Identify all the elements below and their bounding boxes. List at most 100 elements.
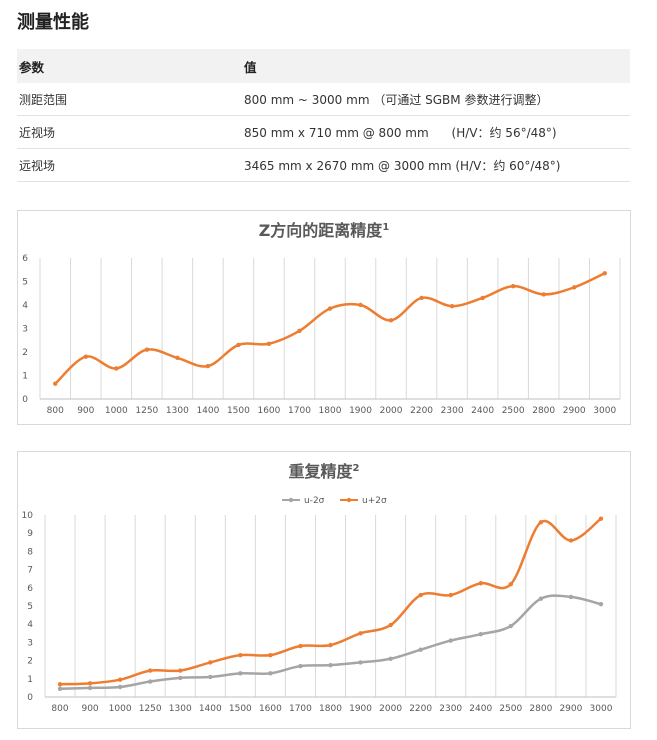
data-point <box>449 303 455 309</box>
data-point <box>388 318 394 323</box>
data-point <box>208 674 213 680</box>
table-row: 远视场 3465 mm x 2670 mm @ 3000 mm (H/V：约 6… <box>17 148 630 182</box>
data-point <box>418 647 423 652</box>
legend-label: u-2σ <box>304 496 325 506</box>
x-tick-label: 1800 <box>319 406 342 416</box>
x-tick-label: 2800 <box>529 704 552 714</box>
x-tick-label: 1600 <box>259 704 282 714</box>
data-point <box>117 684 123 690</box>
table-cell-value: 3465 mm x 2670 mm @ 3000 mm (H/V：约 60°/4… <box>244 148 630 182</box>
data-point <box>538 520 544 525</box>
x-tick-label: 1000 <box>105 406 128 416</box>
data-point <box>602 271 607 276</box>
data-point <box>57 682 63 687</box>
data-point <box>480 295 485 301</box>
table-cell-param: 测距范围 <box>17 83 244 116</box>
table-row: 测距范围 800 mm ~ 3000 mm （可通过 SGBM 参数进行调整） <box>17 83 630 116</box>
data-point <box>541 292 546 297</box>
data-point <box>538 596 544 601</box>
x-tick-label: 2300 <box>439 704 462 714</box>
x-tick-label: 1400 <box>196 406 219 416</box>
data-point <box>147 668 153 673</box>
data-point <box>57 686 63 692</box>
x-tick-label: 1900 <box>349 406 372 416</box>
y-tick-label: 3 <box>27 638 33 648</box>
x-tick-label: 800 <box>51 704 68 714</box>
y-tick-label: 0 <box>27 693 33 703</box>
x-tick-label: 2500 <box>499 704 522 714</box>
table-cell-param: 近视场 <box>17 115 244 149</box>
x-tick-label: 1400 <box>199 704 222 714</box>
y-tick-label: 6 <box>27 584 33 594</box>
x-tick-label: 900 <box>77 406 94 416</box>
data-point <box>87 681 93 686</box>
data-point <box>448 638 453 643</box>
y-tick-label: 1 <box>22 372 28 382</box>
data-point <box>418 592 423 598</box>
data-point <box>568 538 574 543</box>
data-point <box>175 355 180 361</box>
data-point <box>238 652 243 658</box>
data-point <box>328 642 333 648</box>
x-tick-label: 2300 <box>441 406 464 416</box>
x-tick-label: 1500 <box>227 406 250 416</box>
x-tick-label: 1900 <box>349 704 372 714</box>
y-tick-label: 2 <box>27 657 33 667</box>
x-tick-label: 3000 <box>593 406 616 416</box>
data-point <box>53 381 58 386</box>
data-point <box>508 581 514 587</box>
z-accuracy-chart-svg: Z方向的距离精度1 0 1 2 3 4 5 6 800 900 1000 1250 1300 1400 1… <box>22 221 621 416</box>
y-tick-label: 10 <box>22 511 34 521</box>
table-header-row: 参数 值 <box>17 49 630 83</box>
data-point <box>328 662 333 668</box>
y-tick-label: 9 <box>27 529 33 539</box>
x-tick-label: 2500 <box>502 406 525 416</box>
data-point <box>478 632 483 637</box>
data-point <box>83 354 88 359</box>
y-tick-label: 1 <box>27 675 33 685</box>
data-point <box>178 675 183 681</box>
data-point <box>572 285 577 290</box>
legend-label: u+2σ <box>362 496 387 506</box>
x-tick-label: 900 <box>81 704 98 714</box>
data-point <box>144 347 150 352</box>
data-point <box>298 643 303 649</box>
repeatability-chart: 重复精度2 0 1 2 3 4 5 6 7 8 9 10 800 900 1000 1250 1300 1400… <box>17 451 631 729</box>
series-line <box>58 594 603 691</box>
table-cell-param: 远视场 <box>17 148 244 182</box>
x-tick-label: 1800 <box>319 704 342 714</box>
x-tick-label: 1300 <box>166 406 189 416</box>
data-point <box>114 366 119 371</box>
x-tick-label: 1600 <box>257 406 280 416</box>
data-point <box>208 660 213 665</box>
y-tick-label: 3 <box>22 325 28 335</box>
data-point <box>358 631 363 636</box>
chart-title: Z方向的距离精度1 <box>259 221 390 240</box>
x-tick-label: 2200 <box>409 704 432 714</box>
x-tick-label: 2900 <box>559 704 582 714</box>
data-point <box>205 363 211 369</box>
y-tick-label: 0 <box>22 395 28 405</box>
y-tick-label: 2 <box>22 348 28 358</box>
spec-table: 参数 值 测距范围 800 mm ~ 3000 mm （可通过 SGBM 参数进… <box>17 49 630 182</box>
z-accuracy-chart: Z方向的距离精度1 0 1 2 3 4 5 6 800 900 1000 1250 1300 1400 1… <box>17 210 631 425</box>
legend-marker <box>346 497 352 503</box>
chart-title: 重复精度2 <box>289 462 360 481</box>
data-point <box>238 671 243 676</box>
x-tick-label: 2400 <box>471 406 494 416</box>
data-point <box>117 677 123 682</box>
repeatability-chart-svg: 重复精度2 0 1 2 3 4 5 6 7 8 9 10 800 900 1000 1250 1300 1400… <box>22 462 617 714</box>
data-point <box>266 341 272 346</box>
data-point <box>327 306 333 311</box>
y-tick-label: 4 <box>22 301 28 311</box>
data-point <box>478 581 483 586</box>
data-point <box>268 671 273 676</box>
x-tick-label: 1250 <box>139 704 162 714</box>
x-tick-label: 2000 <box>379 704 402 714</box>
y-tick-label: 7 <box>27 566 33 576</box>
page-title: 测量性能 <box>17 12 89 33</box>
data-point <box>358 302 363 308</box>
data-point <box>568 594 574 600</box>
x-tick-label: 1300 <box>169 704 192 714</box>
y-tick-label: 6 <box>22 254 28 264</box>
